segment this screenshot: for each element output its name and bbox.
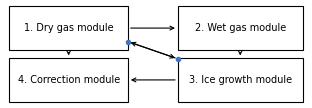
FancyBboxPatch shape (9, 58, 128, 102)
FancyBboxPatch shape (9, 6, 128, 50)
FancyBboxPatch shape (178, 58, 303, 102)
Text: 4. Correction module: 4. Correction module (17, 75, 120, 85)
FancyBboxPatch shape (178, 6, 303, 50)
Text: 2. Wet gas module: 2. Wet gas module (195, 23, 286, 33)
Text: 3. Ice growth module: 3. Ice growth module (189, 75, 292, 85)
Text: 1. Dry gas module: 1. Dry gas module (24, 23, 114, 33)
